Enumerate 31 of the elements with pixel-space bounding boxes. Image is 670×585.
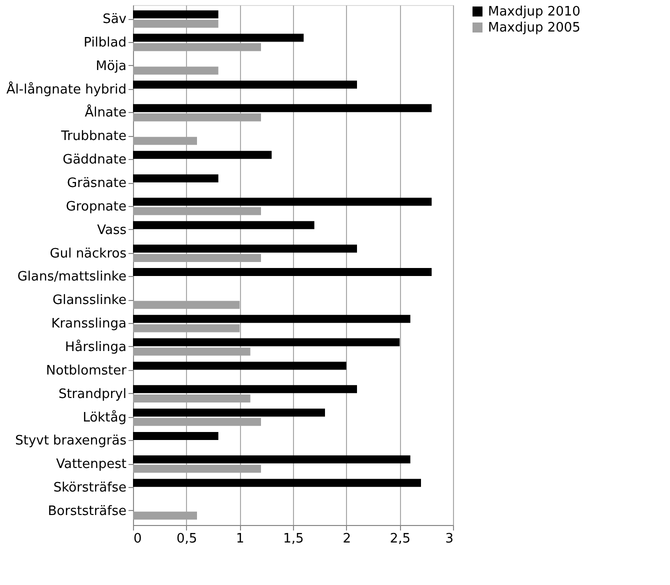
- y-tick-label: Notblomster: [46, 363, 128, 378]
- y-tick-label: Hårslinga: [64, 338, 126, 355]
- x-tick-label: 0: [134, 532, 142, 546]
- y-tick-label: Pilblad: [84, 35, 126, 50]
- y-tick-label: Möja: [96, 58, 126, 74]
- y-tick-label: Löktåg: [82, 409, 126, 426]
- x-tick-label: 2,5: [390, 532, 411, 546]
- y-tick-label: Vass: [97, 222, 127, 238]
- y-tick-label: Borststräfse: [48, 504, 126, 519]
- y-tick-label: Gräsnate: [67, 176, 126, 192]
- y-tick-label: Gul näckros: [50, 246, 127, 262]
- legend-label: Maxdjup 2005: [488, 20, 580, 36]
- y-tick-label: Vattenpest: [56, 457, 126, 472]
- y-tick-label: Gropnate: [66, 199, 126, 214]
- y-tick-label: Säv: [102, 12, 127, 28]
- legend-label: Maxdjup 2010: [488, 4, 580, 20]
- x-tick-label: 2: [342, 532, 351, 546]
- y-tick-label: Gäddnate: [62, 152, 126, 168]
- y-tick-label: Styvt braxengräs: [15, 434, 127, 449]
- y-tick-label: Glansslinke: [52, 293, 126, 308]
- y-tick-label: Strandpryl: [58, 386, 126, 402]
- y-tick-label: Kransslinga: [51, 316, 126, 332]
- y-tick-label: Glans/mattslinke: [17, 270, 126, 285]
- y-tick-label: Trubbnate: [60, 129, 126, 144]
- x-tick-label: 0,5: [176, 532, 198, 546]
- x-tick-label: 1: [236, 532, 244, 546]
- y-tick-label: Ålnate: [84, 104, 126, 121]
- y-tick-label: Ål-långnate hybrid: [6, 80, 126, 98]
- x-tick-label: 1,5: [283, 532, 304, 546]
- x-tick-label: 3: [445, 532, 454, 546]
- y-tick-label: Skörsträfse: [53, 480, 126, 496]
